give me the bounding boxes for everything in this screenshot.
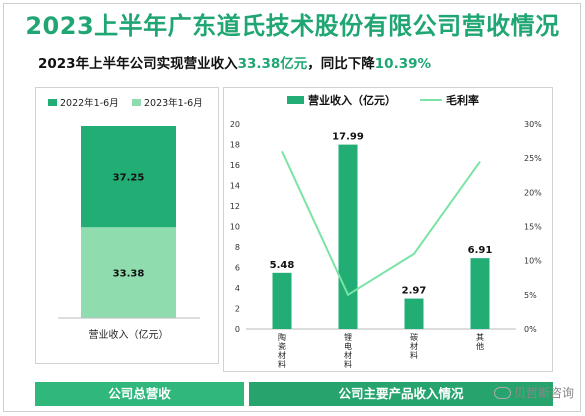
y-tick-label: 6 — [235, 264, 240, 273]
category-label-char: 材 — [278, 350, 286, 360]
y-tick-label: 16 — [230, 161, 240, 170]
legend-2023-swatch — [132, 98, 141, 106]
category-label-char: 料 — [278, 359, 286, 369]
legend-revenue-label: 营业收入（亿元） — [308, 93, 396, 107]
y-tick-label: 20 — [230, 120, 240, 129]
y2-tick-label: 15% — [524, 223, 542, 232]
watermark: 贝哲斯咨询 — [494, 384, 574, 401]
revenue-data-label: 6.91 — [468, 245, 493, 256]
legend-2022-swatch — [48, 98, 57, 106]
revenue-bar — [404, 298, 424, 329]
bar-2023 — [81, 227, 176, 318]
y2-tick-label: 25% — [524, 154, 542, 163]
y2-tick-label: 20% — [524, 188, 542, 197]
subtitle-revenue-value: 33.38亿元 — [237, 56, 308, 72]
total-revenue-panel: 2022年1-6月 2023年1-6月 37.25 33.38 营业收入（亿元） — [35, 87, 219, 364]
legend-2022: 2022年1-6月 — [48, 95, 119, 109]
product-revenue-chart: 营业收入（亿元） 毛利率 0 2 4 6 8 10 12 14 16 18 20 0% 5% 10% 15% 20… — [230, 93, 542, 369]
category-label-char: 碳 — [410, 332, 418, 342]
y2-tick-label: 5% — [524, 291, 537, 300]
y-tick-label: 4 — [235, 284, 240, 293]
category-label-char: 材 — [344, 350, 352, 360]
y-tick-label: 2 — [235, 305, 240, 314]
y2-tick-label: 10% — [524, 257, 542, 266]
revenue-data-label: 17.99 — [332, 132, 364, 143]
product-revenue-panel: 营业收入（亿元） 毛利率 0 2 4 6 8 10 12 14 16 18 20 0% 5% 10% 15% 20… — [223, 87, 553, 372]
total-revenue-chart: 37.25 33.38 营业收入（亿元） — [58, 126, 200, 341]
y-tick-label: 0 — [235, 325, 240, 334]
y-tick-label: 8 — [235, 243, 240, 252]
category-label-char: 电 — [344, 341, 352, 351]
y2-tick-label: 0% — [524, 325, 537, 334]
category-label-char: 料 — [410, 350, 418, 360]
revenue-data-label: 5.48 — [270, 260, 295, 271]
legend-2023-label: 2023年1-6月 — [144, 98, 203, 109]
y-tick-label: 12 — [230, 202, 240, 211]
revenue-bar — [338, 144, 358, 329]
revenue-bar — [272, 272, 292, 329]
revenue-bar — [470, 258, 490, 329]
page-title: 2023上半年广东道氏技术股份有限公司营收情况 — [25, 12, 560, 40]
subtitle-prefix: 2023年上半年公司实现营业收入 — [38, 56, 238, 72]
footer-total-revenue: 公司总营收 — [35, 382, 244, 406]
data-label-2023: 33.38 — [113, 269, 145, 280]
y-tick-label: 10 — [230, 223, 240, 232]
x-axis-label: 营业收入（亿元） — [89, 328, 169, 341]
legend-2023: 2023年1-6月 — [132, 95, 203, 109]
y-tick-label: 14 — [230, 182, 240, 191]
category-label-char: 锂 — [344, 332, 352, 342]
weibo-icon — [494, 386, 511, 399]
legend-margin-label: 毛利率 — [446, 93, 479, 107]
bar-2022 — [81, 126, 176, 228]
outer-frame — [3, 3, 581, 412]
gross-margin-line — [281, 150, 481, 297]
y2-tick-label: 30% — [524, 120, 542, 129]
category-label-char: 他 — [476, 341, 484, 351]
subtitle: 2023年上半年公司实现营业收入33.38亿元，同比下降10.39% — [38, 52, 431, 72]
category-label-char: 其 — [476, 333, 484, 342]
legend-revenue-swatch — [287, 96, 304, 104]
watermark-text: 贝哲斯咨询 — [514, 386, 575, 400]
y-tick-label: 18 — [230, 141, 240, 150]
data-label-2022: 37.25 — [113, 173, 145, 184]
category-label-char: 瓷 — [278, 341, 286, 351]
subtitle-change-value: 10.39% — [374, 56, 432, 72]
category-label-char: 陶 — [278, 332, 286, 342]
subtitle-mid: ，同比下降 — [307, 56, 375, 72]
revenue-data-label: 2.97 — [402, 286, 427, 297]
category-label-char: 材 — [410, 341, 418, 351]
legend-2022-label: 2022年1-6月 — [60, 98, 119, 109]
category-label-char: 料 — [344, 359, 352, 369]
footer-product-revenue: 公司主要产品收入情况 — [249, 382, 553, 406]
